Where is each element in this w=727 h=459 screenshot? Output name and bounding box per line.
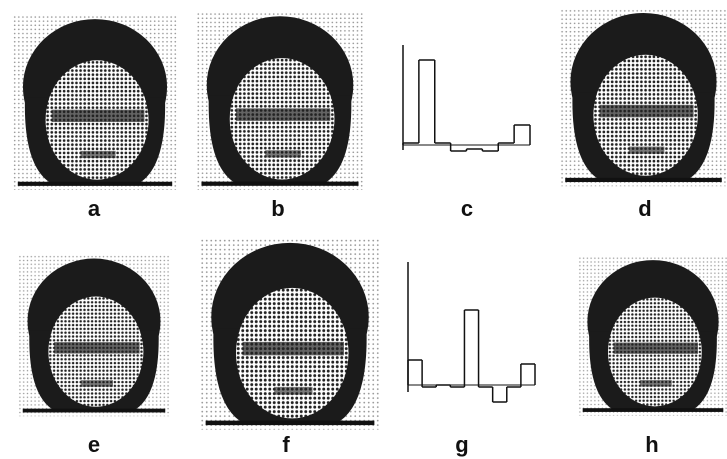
face-image (13, 15, 178, 190)
panel-label: g (455, 432, 468, 457)
panel-label: e (88, 432, 100, 457)
face-image (196, 12, 364, 190)
panel-label: d (638, 196, 651, 221)
panel-label: a (88, 196, 101, 221)
face-image (18, 255, 170, 417)
face-image (560, 9, 727, 186)
figure: a b c d e f g h (0, 0, 727, 459)
panel-label: f (282, 432, 290, 457)
face-image (200, 238, 380, 429)
panel-label: b (271, 196, 284, 221)
panel-label: c (461, 196, 473, 221)
face-image (578, 256, 727, 415)
panel-label: h (645, 432, 658, 457)
